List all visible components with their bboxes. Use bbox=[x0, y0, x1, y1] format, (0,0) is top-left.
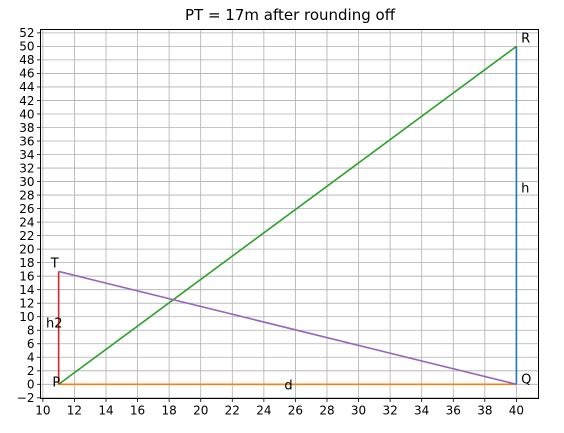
y-tick-label: 48 bbox=[19, 53, 34, 67]
y-tick-label: 30 bbox=[19, 175, 34, 189]
y-tick-label: 42 bbox=[19, 94, 34, 108]
y-tick-label: 28 bbox=[19, 188, 34, 202]
y-tick-label: 26 bbox=[19, 202, 34, 216]
x-tick-label: 26 bbox=[288, 404, 303, 418]
point-label: h2 bbox=[46, 317, 63, 332]
y-tick-label: 14 bbox=[19, 283, 34, 297]
y-tick-label: 40 bbox=[19, 107, 34, 121]
y-tick-label: 44 bbox=[19, 80, 34, 94]
x-tick-label: 10 bbox=[35, 404, 50, 418]
point-label: Q bbox=[521, 373, 531, 388]
x-tick-label: 40 bbox=[509, 404, 524, 418]
point-label: h bbox=[521, 181, 529, 196]
y-tick-label: 18 bbox=[19, 256, 34, 270]
x-tick-label: 18 bbox=[162, 404, 177, 418]
y-tick-label: 38 bbox=[19, 121, 34, 135]
y-tick-label: 0 bbox=[27, 378, 35, 392]
chart-title: PT = 17m after rounding off bbox=[185, 6, 396, 24]
point-labels: Rh Qd P Th2 bbox=[46, 31, 531, 393]
y-tick-label: 50 bbox=[19, 40, 34, 54]
x-tick-label: 34 bbox=[414, 404, 429, 418]
x-tick-label: 30 bbox=[351, 404, 366, 418]
x-tick-label: 24 bbox=[256, 404, 271, 418]
y-tick-label: 10 bbox=[19, 310, 34, 324]
y-tick-label: 20 bbox=[19, 242, 34, 256]
point-label: d bbox=[284, 379, 292, 394]
x-tick-label: 12 bbox=[67, 404, 82, 418]
x-tick-label: 36 bbox=[446, 404, 461, 418]
y-tick-label: 22 bbox=[19, 229, 34, 243]
point-label: T bbox=[50, 256, 59, 271]
point-label: P bbox=[52, 375, 60, 390]
series-line-2 bbox=[58, 45, 517, 385]
x-tick-label: 14 bbox=[98, 404, 113, 418]
point-label: R bbox=[521, 31, 530, 46]
y-tick-label: 2 bbox=[27, 364, 35, 378]
plot-frame bbox=[40, 29, 539, 399]
y-tick-label: 4 bbox=[27, 351, 35, 365]
y-tick-label: 16 bbox=[19, 269, 34, 283]
y-tick-label: 12 bbox=[19, 297, 34, 311]
series-line-4 bbox=[58, 270, 517, 386]
x-tick-label: 22 bbox=[225, 404, 240, 418]
x-tick-label: 20 bbox=[193, 404, 208, 418]
y-tick-label: 46 bbox=[19, 67, 34, 81]
x-tick-label: 38 bbox=[477, 404, 492, 418]
x-tick-label: 16 bbox=[130, 404, 145, 418]
y-tick-label: 32 bbox=[19, 161, 34, 175]
x-tick-label: 32 bbox=[382, 404, 397, 418]
y-tick-label: −2 bbox=[17, 391, 35, 405]
series-lines bbox=[57, 45, 518, 386]
y-tick-label: 6 bbox=[27, 337, 35, 351]
y-tick-label: 36 bbox=[19, 134, 34, 148]
y-tick-label: 52 bbox=[19, 26, 34, 40]
x-tick-label: 28 bbox=[319, 404, 334, 418]
y-tick-label: 34 bbox=[19, 148, 34, 162]
axis-ticks: 10 12 14 16 18 20 22 24 26 28 30 32 34 36 38 40−2024681… bbox=[17, 26, 524, 417]
y-tick-label: 24 bbox=[19, 215, 34, 229]
y-tick-label: 8 bbox=[27, 324, 35, 338]
